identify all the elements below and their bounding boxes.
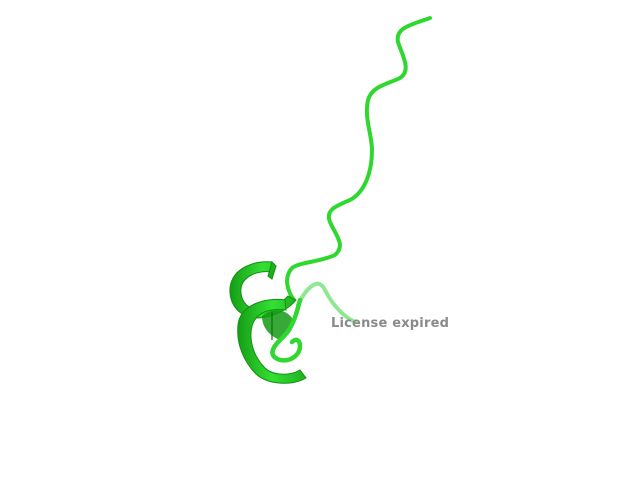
coil-exit [270,297,303,363]
helix-turn-lower [237,298,307,384]
loop-back-segment [296,281,357,324]
license-expired-notice: License expired [331,316,450,331]
coil-tail [285,16,432,302]
helix-inner-face [262,310,294,340]
helix-ribbon-connector [267,261,277,280]
